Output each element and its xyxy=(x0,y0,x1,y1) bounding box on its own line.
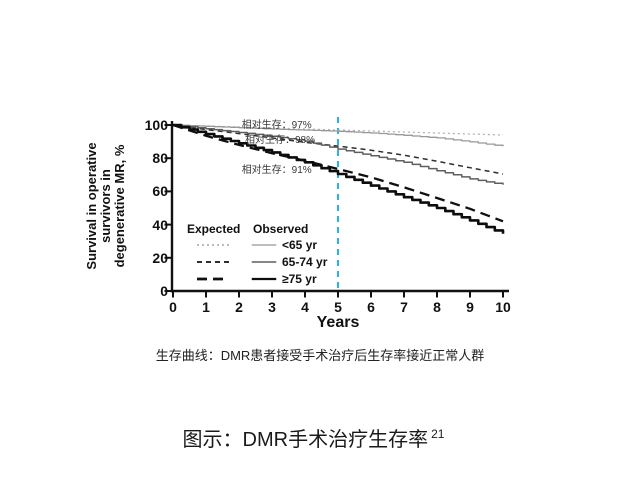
annotation-relative-survival-91: 相对生存：91% xyxy=(241,164,312,176)
y-tick-label-60: 60 xyxy=(152,183,168,200)
x-tick-label-3: 3 xyxy=(268,299,276,315)
curve-expected-4 xyxy=(172,123,504,223)
y-tick-label-20: 20 xyxy=(152,249,168,266)
y-tick-label-40: 40 xyxy=(152,216,168,233)
legend-row-2: ≥75 yr xyxy=(187,271,357,287)
curve-observed-5 xyxy=(173,123,505,234)
legend-observed-line-sample xyxy=(251,244,277,246)
x-tick-label-7: 7 xyxy=(400,299,408,315)
x-tick-label-2: 2 xyxy=(235,299,243,315)
legend-observed-line-sample xyxy=(251,277,277,281)
legend-label-1: 65-74 yr xyxy=(282,255,328,269)
legend-headers: Expected Observed xyxy=(187,222,357,236)
legend-header-observed: Observed xyxy=(253,222,309,236)
y-axis-title-line3: degenerative MR, % xyxy=(112,144,127,268)
y-axis-title-line1: Survival in operative xyxy=(84,142,99,270)
x-tick-label-6: 6 xyxy=(367,299,375,315)
legend-rows: <65 yr 65-74 yr ≥75 yr xyxy=(187,237,357,287)
curve-observed-1 xyxy=(173,124,504,147)
x-tick-label-1: 1 xyxy=(202,299,210,315)
legend-label-0: <65 yr xyxy=(282,238,318,252)
figure-caption: 生存曲线：DMR患者接受手术治疗后生存率接近正常人群 xyxy=(155,348,485,363)
slide-title: 图示：DMR手术治疗生存率 21 xyxy=(0,423,627,452)
curve-expected-2 xyxy=(172,124,504,175)
x-tick-label-10: 10 xyxy=(495,299,511,315)
legend-expected-line-sample xyxy=(197,244,229,246)
y-axis-title: Survival in operative survivors in degen… xyxy=(84,111,129,301)
legend: Expected Observed <65 yr 65-74 yr ≥75 yr xyxy=(187,222,357,287)
legend-row-1: 65-74 yr xyxy=(187,254,357,270)
x-tick-label-0: 0 xyxy=(169,299,177,315)
y-tick-label-0: 0 xyxy=(160,283,168,299)
legend-expected-line-sample xyxy=(197,261,229,263)
legend-observed-line-sample xyxy=(251,261,277,263)
legend-expected-line-sample xyxy=(197,277,229,281)
x-tick-label-5: 5 xyxy=(334,299,342,315)
x-tick-label-4: 4 xyxy=(301,299,309,315)
legend-label-2: ≥75 yr xyxy=(282,272,317,286)
x-tick-label-8: 8 xyxy=(433,299,441,315)
x-tick-label-9: 9 xyxy=(466,299,474,315)
curve-observed-3 xyxy=(173,124,504,185)
slide-title-text: 图示：DMR手术治疗生存率 xyxy=(182,429,429,451)
slide-title-citation: 21 xyxy=(431,427,445,442)
legend-row-0: <65 yr xyxy=(187,237,357,253)
annotation-relative-survival-97: 相对生存：97% xyxy=(241,119,312,131)
annotation-relative-survival-98: 相对生存：98% xyxy=(245,134,316,146)
y-tick-label-100: 100 xyxy=(144,117,168,133)
y-axis-title-line2: survivors in xyxy=(98,169,113,243)
x-axis-title: Years xyxy=(316,314,360,331)
y-tick-label-80: 80 xyxy=(152,150,168,167)
legend-header-expected: Expected xyxy=(187,222,241,236)
